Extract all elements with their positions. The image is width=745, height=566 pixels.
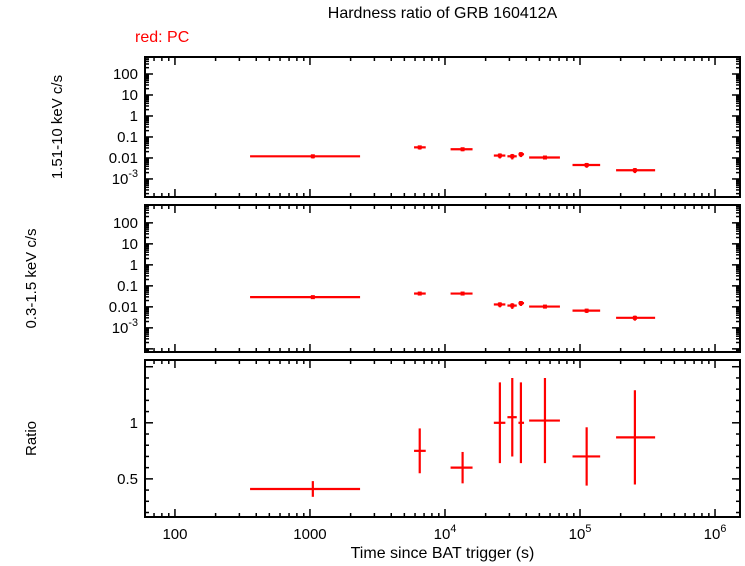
x-tick-label: 1000 xyxy=(293,526,326,543)
y-tick-label: 1 xyxy=(130,415,138,432)
data-marker xyxy=(584,163,589,168)
y-tick-label: 0.01 xyxy=(109,150,138,167)
panel-hard-band-data xyxy=(250,145,656,174)
data-marker xyxy=(310,154,315,159)
chart-title: Hardness ratio of GRB 160412A xyxy=(327,5,558,22)
y-axis-title-hard-band: 1.51-10 keV c/s xyxy=(49,75,66,179)
y-tick-label: 0.5 xyxy=(117,471,138,488)
y-tick-label: 0.1 xyxy=(117,278,138,295)
y-axis-title-soft-band: 0.3-1.5 keV c/s xyxy=(23,228,40,328)
y-tick-label: 10-3 xyxy=(112,168,138,188)
panel-frame xyxy=(144,359,741,518)
data-marker xyxy=(497,302,502,307)
x-tick-label: 105 xyxy=(569,523,592,543)
data-marker xyxy=(460,147,465,152)
data-marker xyxy=(542,304,547,309)
x-tick-label: 104 xyxy=(434,523,457,543)
data-marker xyxy=(584,308,589,313)
data-marker xyxy=(510,303,515,308)
panel-frame xyxy=(144,204,741,353)
panel-ratio: 0.5 1 Ratio xyxy=(23,359,741,518)
y-tick-label: 10 xyxy=(121,236,138,253)
panel-ratio-data xyxy=(250,377,656,497)
y-tick-label: 10 xyxy=(121,87,138,104)
panel-soft-band-data xyxy=(250,291,656,321)
data-marker xyxy=(460,291,465,296)
y-tick-label: 10-3 xyxy=(112,317,138,337)
data-marker xyxy=(518,301,523,306)
y-tick-label: 0.01 xyxy=(109,299,138,316)
data-marker xyxy=(518,152,523,157)
y-tick-label: 100 xyxy=(113,215,138,232)
x-tick-label: 100 xyxy=(162,526,187,543)
mode-legend-label: red: PC xyxy=(135,29,190,46)
data-marker xyxy=(632,168,637,173)
y-tick-label: 1 xyxy=(130,257,138,274)
data-marker xyxy=(417,291,422,296)
y-tick-label: 0.1 xyxy=(117,129,138,146)
x-axis-title: Time since BAT trigger (s) xyxy=(351,545,535,562)
data-marker xyxy=(542,155,547,160)
data-marker xyxy=(510,154,515,159)
y-tick-label: 100 xyxy=(113,66,138,83)
y-axis-title-ratio: Ratio xyxy=(23,421,40,456)
data-marker xyxy=(497,153,502,158)
data-marker xyxy=(310,295,315,300)
y-tick-label: 1 xyxy=(130,108,138,125)
panel-frame xyxy=(144,56,741,198)
data-marker xyxy=(632,315,637,320)
data-marker xyxy=(417,145,422,150)
x-tick-label: 106 xyxy=(704,523,727,543)
